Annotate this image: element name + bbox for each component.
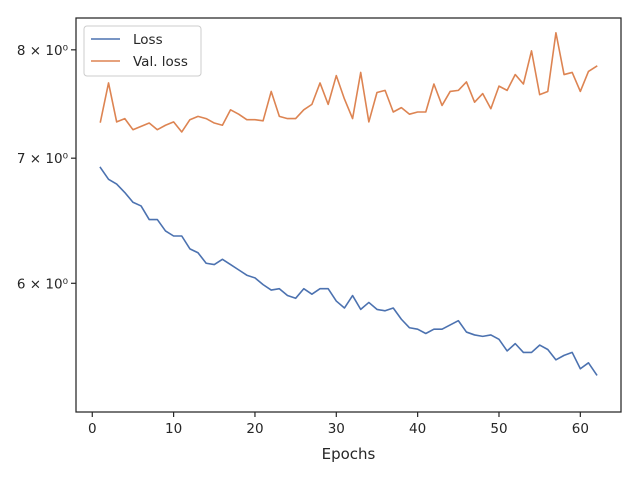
x-tick-label: 30 (328, 421, 345, 437)
x-axis-label: Epochs (322, 445, 376, 463)
x-tick-label: 0 (88, 421, 97, 437)
plot-area (76, 18, 621, 412)
series-layer (99, 31, 598, 376)
x-tick-label: 20 (246, 421, 263, 437)
plot-frame (75, 17, 622, 413)
y-tick-label: 6 × 10⁰ (17, 276, 68, 292)
x-tick-label: 40 (409, 421, 426, 437)
series-line-0 (99, 166, 598, 376)
series-line-1 (99, 31, 598, 133)
y-tick-label: 7 × 10⁰ (17, 151, 68, 167)
legend-label-1: Val. loss (133, 54, 188, 70)
y-axis: 6 × 10⁰ 7 × 10⁰ 8 × 10⁰ (17, 43, 76, 292)
x-axis: 0 10 20 30 40 50 60 (88, 412, 589, 437)
legend-label-0: Loss (133, 32, 163, 48)
legend: Loss Val. loss (83, 25, 202, 77)
x-tick-label: 10 (165, 421, 182, 437)
y-tick-label: 8 × 10⁰ (17, 43, 68, 59)
x-tick-label: 50 (490, 421, 507, 437)
x-tick-label: 60 (572, 421, 589, 437)
